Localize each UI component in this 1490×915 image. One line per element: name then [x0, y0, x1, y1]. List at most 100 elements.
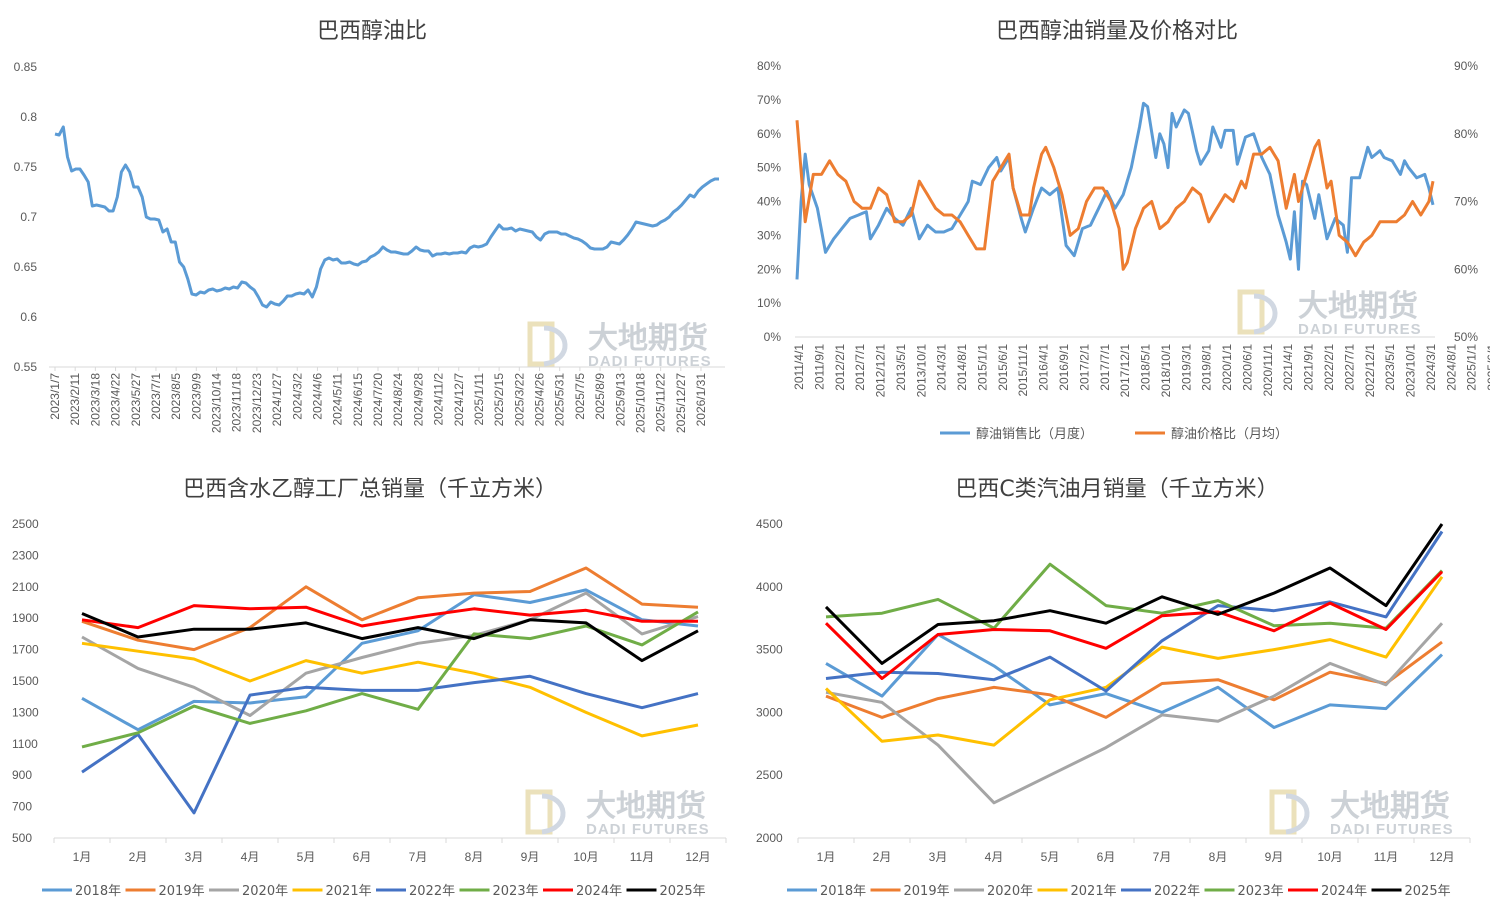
y-tick-label: 1700 [12, 643, 39, 657]
y-tick-label-left: 30% [757, 228, 781, 242]
watermark-en-text: DADI FUTURES [586, 821, 710, 838]
x-tick-label: 11月 [1374, 850, 1398, 864]
x-tick-label: 2018/10/1 [1159, 344, 1173, 398]
x-tick-label: 2025/7/5 [573, 373, 587, 420]
legend-label: 2023年 [493, 884, 539, 899]
x-tick-label: 2024/8/1 [1444, 344, 1458, 391]
y-tick-label-left: 40% [757, 195, 781, 209]
x-tick-label: 2023/10/14 [210, 373, 224, 433]
x-tick-label: 2024/6/15 [351, 373, 365, 427]
legend-label: 醇油销售比（月度） [976, 426, 1093, 442]
x-tick-label: 2月 [873, 850, 892, 864]
series-line-2021 [81, 641, 699, 738]
watermark-cn-text: 大地期货 [588, 321, 708, 355]
x-tick-label: 2024/9/28 [411, 373, 425, 427]
x-tick-label: 2026/1/31 [694, 373, 708, 427]
x-tick-label: 2024/5/11 [331, 373, 345, 426]
series-line-2024 [81, 604, 698, 630]
y-tick-label: 0.65 [14, 260, 38, 274]
series-line-2022 [825, 530, 1444, 693]
x-tick-label: 2023/3/18 [88, 373, 102, 427]
x-tick-label: 12月 [1429, 850, 1454, 864]
x-tick-label: 2022/12/1 [1363, 344, 1377, 398]
series-line-2025 [81, 612, 699, 663]
x-tick-label: 12月 [685, 850, 710, 864]
watermark-en-text: DADI FUTURES [1330, 821, 1454, 838]
x-tick-label: 2025/2/15 [492, 373, 506, 427]
series-line-2018 [81, 588, 699, 732]
x-tick-label: 2011/9/1 [812, 344, 826, 390]
series-line-2022 [81, 674, 699, 815]
series-line-2019 [81, 566, 699, 652]
x-tick-label: 2024/3/1 [1424, 344, 1438, 391]
x-tick-label: 2023/2/11 [68, 373, 82, 426]
chart-title: 巴西醇油销量及价格对比 [996, 19, 1238, 44]
watermark-en-text: DADI FUTURES [588, 353, 712, 370]
x-tick-label: 2023/7/1 [149, 373, 163, 420]
x-tick-label: 7月 [409, 850, 428, 864]
x-tick-label: 2024/12/7 [452, 373, 466, 427]
series-line-2024 [824, 570, 1444, 680]
x-tick-label: 2022/7/1 [1342, 344, 1356, 391]
x-tick-label: 7月 [1153, 850, 1172, 864]
x-tick-label: 9月 [1265, 850, 1284, 864]
series-line-price-ratio [795, 120, 1435, 271]
x-tick-label: 2023/5/27 [129, 373, 143, 427]
legend-label: 2021年 [326, 884, 372, 899]
x-tick-label: 2025/5/31 [553, 373, 567, 427]
x-tick-label: 2020/6/1 [1240, 344, 1254, 391]
series-line-2020 [81, 591, 699, 717]
x-tick-label: 2025/6/1 [1485, 344, 1490, 391]
x-tick-label: 1月 [817, 850, 836, 864]
watermark-emblem-arc-icon [541, 793, 566, 835]
y-tick-label: 4500 [756, 517, 783, 531]
series-line-2020 [825, 622, 1444, 805]
legend-label: 2025年 [1405, 884, 1451, 899]
x-tick-label: 2017/2/1 [1077, 344, 1091, 391]
x-tick-label: 2012/2/1 [833, 344, 847, 391]
chart-title: 巴西C类汽油月销量（千立方米） [955, 477, 1278, 502]
legend-label: 2018年 [820, 884, 866, 899]
y-tick-label: 0.7 [20, 210, 37, 224]
y-tick-label-right: 90% [1454, 59, 1478, 73]
x-tick-label: 5月 [1041, 850, 1060, 864]
x-tick-label: 2024/8/24 [391, 373, 405, 427]
y-tick-label-left: 10% [757, 296, 781, 310]
y-tick-label: 1900 [12, 611, 39, 625]
chart-hydrous-ethanol-sales: 巴西含水乙醇工厂总销量（千立方米） 500 700 900 1100 1300 1500 1… [12, 477, 727, 899]
x-tick-label: 2012/12/1 [874, 344, 888, 398]
y-tick-label-left: 60% [757, 127, 781, 141]
x-tick-label: 2023/11/18 [230, 373, 244, 432]
x-tick-label: 1月 [73, 850, 92, 864]
x-tick-label: 9月 [521, 850, 540, 864]
x-tick-label: 2011/4/1 [792, 344, 806, 390]
y-tick-label: 900 [12, 768, 32, 782]
legend-label: 2019年 [159, 884, 205, 899]
x-tick-label: 2023/1/7 [48, 373, 62, 420]
x-tick-label: 8月 [1209, 850, 1228, 864]
series-line-2021 [824, 575, 1444, 747]
y-tick-label-left: 20% [757, 262, 781, 276]
x-tick-label: 2014/8/1 [955, 344, 969, 391]
legend-label: 2019年 [904, 884, 950, 899]
y-tick-label: 1500 [12, 674, 39, 688]
x-tick-label: 2018/5/1 [1139, 344, 1153, 391]
y-tick-label: 500 [12, 831, 32, 845]
y-tick-label: 0.6 [20, 310, 37, 324]
x-tick-label: 2023/9/9 [189, 373, 203, 420]
x-tick-label: 2月 [129, 850, 148, 864]
y-tick-label: 2500 [756, 768, 783, 782]
x-tick-label: 2015/11/1 [1016, 344, 1030, 397]
watermark-emblem-arc-icon [1253, 293, 1278, 335]
y-tick-label: 2100 [12, 580, 39, 594]
x-tick-label: 2014/3/1 [935, 344, 949, 391]
watermark-cn-text: 大地期货 [586, 789, 706, 823]
x-tick-label: 10月 [1317, 850, 1342, 864]
series-line-2019 [825, 640, 1443, 719]
legend-label: 2018年 [75, 884, 121, 899]
y-tick-label-right: 80% [1454, 127, 1478, 141]
chart-ethanol-gasoline-ratio: 巴西醇油比 0.55 0.6 0.65 0.7 0.75 0.8 0.85 2023/1/7 2… [14, 19, 725, 433]
x-tick-label: 3月 [185, 850, 204, 864]
x-tick-label: 2021/4/1 [1281, 344, 1295, 391]
